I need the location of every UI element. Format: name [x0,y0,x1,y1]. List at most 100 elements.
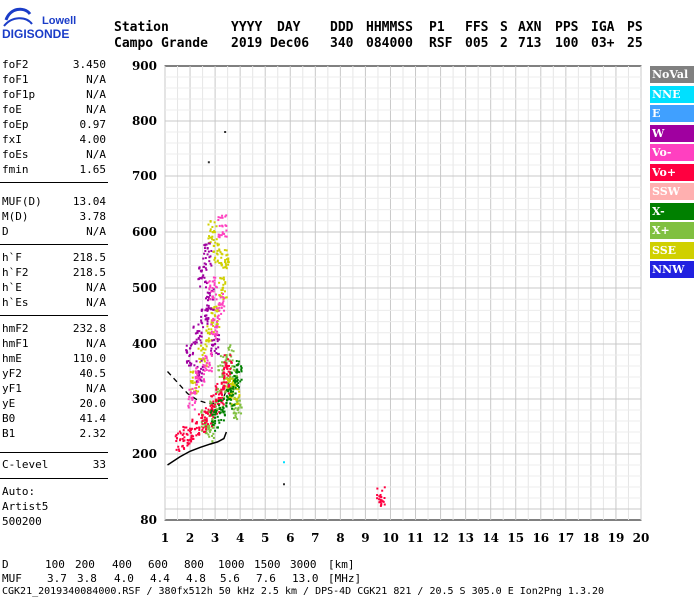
echo-dot-sse [206,332,209,335]
echo-dot-vo- [181,433,184,436]
header-time-label: HHMMSS [366,20,413,35]
echo-dot-vo- [378,495,381,498]
echo-dot-vo- [213,282,216,285]
echo-dot-sse [210,339,213,342]
echo-dot-sse [213,314,216,317]
echo-dot-x- [209,411,212,414]
echo-dot-sse [220,261,223,264]
param-value: 3.78 [79,210,107,223]
echo-dot-sse [189,380,192,383]
auto-line3: 500200 [2,515,42,528]
echo-dot-sse [210,321,213,324]
echo-dot-x- [240,412,243,415]
echo-dot-x- [200,425,203,428]
echo-dot-vo- [380,496,383,499]
echo-dot-x- [234,386,237,389]
echo-dot-vo- [223,385,226,388]
header-ffs-value: 005 [465,36,489,51]
echo-dot-vo- [202,364,205,367]
header-ffs-label: FFS [465,20,489,35]
echo-dot-sse [191,380,194,383]
echo-dot-w [192,341,195,344]
echo-dot-x- [223,410,226,413]
y-tick-label: 600 [132,225,157,239]
echo-dot-x- [233,416,236,419]
echo-dot-w [200,315,203,318]
echo-dot-sse [203,360,206,363]
echo-dot-w [210,264,213,267]
param-row: D N/A [2,225,106,239]
echo-dot-vo- [197,377,200,380]
param-row: fxI 4.00 [2,133,106,147]
legend-item-nnw: NNW [650,261,694,278]
echo-dot-vo- [190,436,193,439]
param-row: h`E N/A [2,281,106,295]
header-time-value: 084000 [366,36,413,51]
echo-dot-x- [214,416,217,419]
param-value: N/A [86,148,106,161]
echo-dot-x- [208,426,211,429]
echo-dot-vo- [204,430,207,433]
echo-dot-sse [213,258,216,261]
echo-dot-x- [220,418,223,421]
x-tick-label: 6 [286,531,294,545]
echo-dot-w [196,365,199,368]
echo-dot-vo- [205,417,208,420]
param-label: foEp [2,118,29,131]
echo-dot-x- [225,354,228,357]
echo-dot-x- [217,365,220,368]
param-label: B1 [2,427,16,440]
echo-dot-vo- [217,396,220,399]
echo-dot-vo- [208,288,211,291]
echo-dot-vo- [217,393,220,396]
param-row: hmF2 232.8 [2,322,106,336]
echo-dot-vo- [205,361,208,364]
echo-dot-w [185,360,188,363]
echo-dot-sse [221,277,224,280]
echo-dot-vo- [210,354,213,357]
echo-dot-x- [236,418,239,421]
echo-dot-sse [209,236,212,239]
echo-dot-x- [219,355,222,358]
echo-dot-x- [215,409,218,412]
echo-dot-vo- [383,503,386,506]
echo-dot-vo- [212,276,215,279]
footer-d-label: D [2,558,9,571]
x-tick-label: 14 [482,531,499,545]
echo-dot-vo- [223,381,226,384]
echo-dot-x- [232,368,235,371]
echo-dot-vo- [217,403,220,406]
data-point-w [201,275,204,278]
echo-dot-x- [237,411,240,414]
echo-dot-w [207,242,210,245]
echo-dot-w [206,304,209,307]
echo-dot-vo- [221,399,224,402]
echo-dot-x- [217,419,220,422]
echo-dot-x- [230,404,233,407]
echo-dot-sse [231,382,234,385]
echo-dot-vo- [220,391,223,394]
echo-dot-w [204,250,207,253]
echo-dot-vo- [230,360,233,363]
separator [0,478,108,479]
echo-dot-sse [199,344,202,347]
footer-d-value: 800 [184,558,204,571]
echo-dot-vo- [214,392,217,395]
echo-dot-x- [222,355,225,358]
echo-dot-w [212,343,215,346]
logo-line2: DIGISONDE [2,27,69,41]
echo-dot-x- [211,418,214,421]
echo-dot-x- [237,396,240,399]
echo-dot-sse [238,390,241,393]
echo-dot-sse [215,252,218,255]
echo-dot-vo- [229,354,232,357]
echo-dot-sse [231,386,234,389]
echo-dot-w [199,339,202,342]
echo-dot-vo- [175,433,178,436]
echo-dot-w [201,322,204,325]
echo-dot-x- [209,400,212,403]
echo-dot-sse [212,324,215,327]
echo-dot-x- [227,347,230,350]
echo-dot-sse [202,358,205,361]
echo-dot-w [185,349,188,352]
